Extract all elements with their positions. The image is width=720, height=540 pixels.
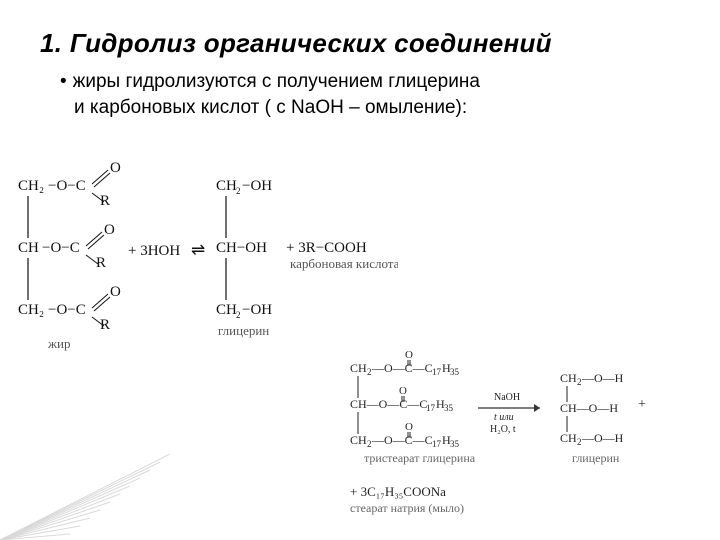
svg-text:O: O [405,421,413,433]
d2-cond2: t или [494,412,514,423]
svg-text:O: O [110,160,121,176]
svg-text:35: 35 [444,403,454,413]
svg-text:2: 2 [236,310,241,320]
bullet-dot: • [60,69,67,95]
svg-text:CH: CH [216,302,237,318]
svg-text:2: 2 [577,437,582,447]
svg-text:−OH: −OH [242,302,272,318]
svg-text:+: + [638,397,646,412]
svg-text:—O—H: —O—H [581,431,624,445]
body-line2: и карбоновых кислот ( с NaOH – омыление)… [74,95,680,121]
d2-tristearin-label: тристеарат глицерина [364,451,476,465]
d1-plus-acid: + 3R−COOH [286,240,367,256]
body-text: • жиры гидролизуются с получением глицер… [40,69,680,120]
svg-text:—O—C—C: —O—C—C [371,433,433,447]
svg-text:O: O [405,349,413,361]
slide: 1. Гидролиз органических соединений • жи… [0,0,720,540]
d1-ch-mid: CH [18,240,39,256]
diagram-general-hydrolysis: CH₂ −O−C R O CH −O−C R O [18,160,398,365]
svg-text:O: O [104,222,115,238]
d2-cond3: H₂O, t [490,424,516,435]
svg-text:17: 17 [426,403,436,413]
d1-r3: R [100,317,110,333]
svg-text:O: O [110,284,121,300]
svg-text:CH: CH [216,178,237,194]
svg-text:O: O [399,385,407,397]
d1-r2: R [96,255,106,271]
svg-text:−O−C: −O−C [48,302,86,318]
svg-text:2: 2 [367,439,372,449]
svg-text:35: 35 [450,367,460,377]
d1-r1: R [100,193,110,209]
svg-text:2: 2 [236,186,241,196]
title-text: Гидролиз органических соединений [70,28,552,58]
body-line1: жиры гидролизуются с получением глицерин… [73,69,480,95]
d1-plus-water: + 3HOH [128,243,180,259]
svg-text:2: 2 [367,367,372,377]
d1-ch2-bot: CH₂ [18,302,44,318]
d1-acid-label: карбоновая кислота [290,256,398,271]
d2-cond1: NaOH [494,392,520,403]
svg-text:CH: CH [560,431,577,445]
diagram-saponification: CH2 —O—C—C17 H35 O CH—O—C—C17 H35 O CH2 … [350,346,710,540]
svg-text:35: 35 [450,439,460,449]
svg-text:—O—H: —O—H [581,371,624,385]
d1-glycerol-label: глицерин [218,323,269,338]
slide-title: 1. Гидролиз органических соединений [40,28,680,59]
title-number: 1. [40,28,62,58]
svg-text:CH—O—H: CH—O—H [560,401,618,415]
svg-text:17: 17 [432,367,442,377]
d1-fat-label: жир [47,336,70,351]
svg-text:17: 17 [432,439,442,449]
svg-text:CH: CH [560,371,577,385]
svg-text:−O−C: −O−C [42,240,80,256]
svg-text:2: 2 [577,377,582,387]
svg-text:CH—O—C—C: CH—O—C—C [350,397,427,411]
d2-glycerol-label: глицерин [572,451,620,465]
svg-text:CH: CH [350,433,367,447]
corner-decor [0,430,170,540]
d2-soap: + 3C₁₇H₃₅COONa [350,484,446,499]
svg-text:CH−OH: CH−OH [216,240,267,256]
svg-text:−OH: −OH [242,178,272,194]
svg-text:—O—C—C: —O—C—C [371,361,433,375]
svg-text:CH: CH [350,361,367,375]
d1-eq: ⇌ [191,240,205,259]
d1-ch2-top: CH₂ [18,178,44,194]
d2-soap-label: стеарат натрия (мыло) [350,501,464,515]
svg-text:−O−C: −O−C [48,178,86,194]
